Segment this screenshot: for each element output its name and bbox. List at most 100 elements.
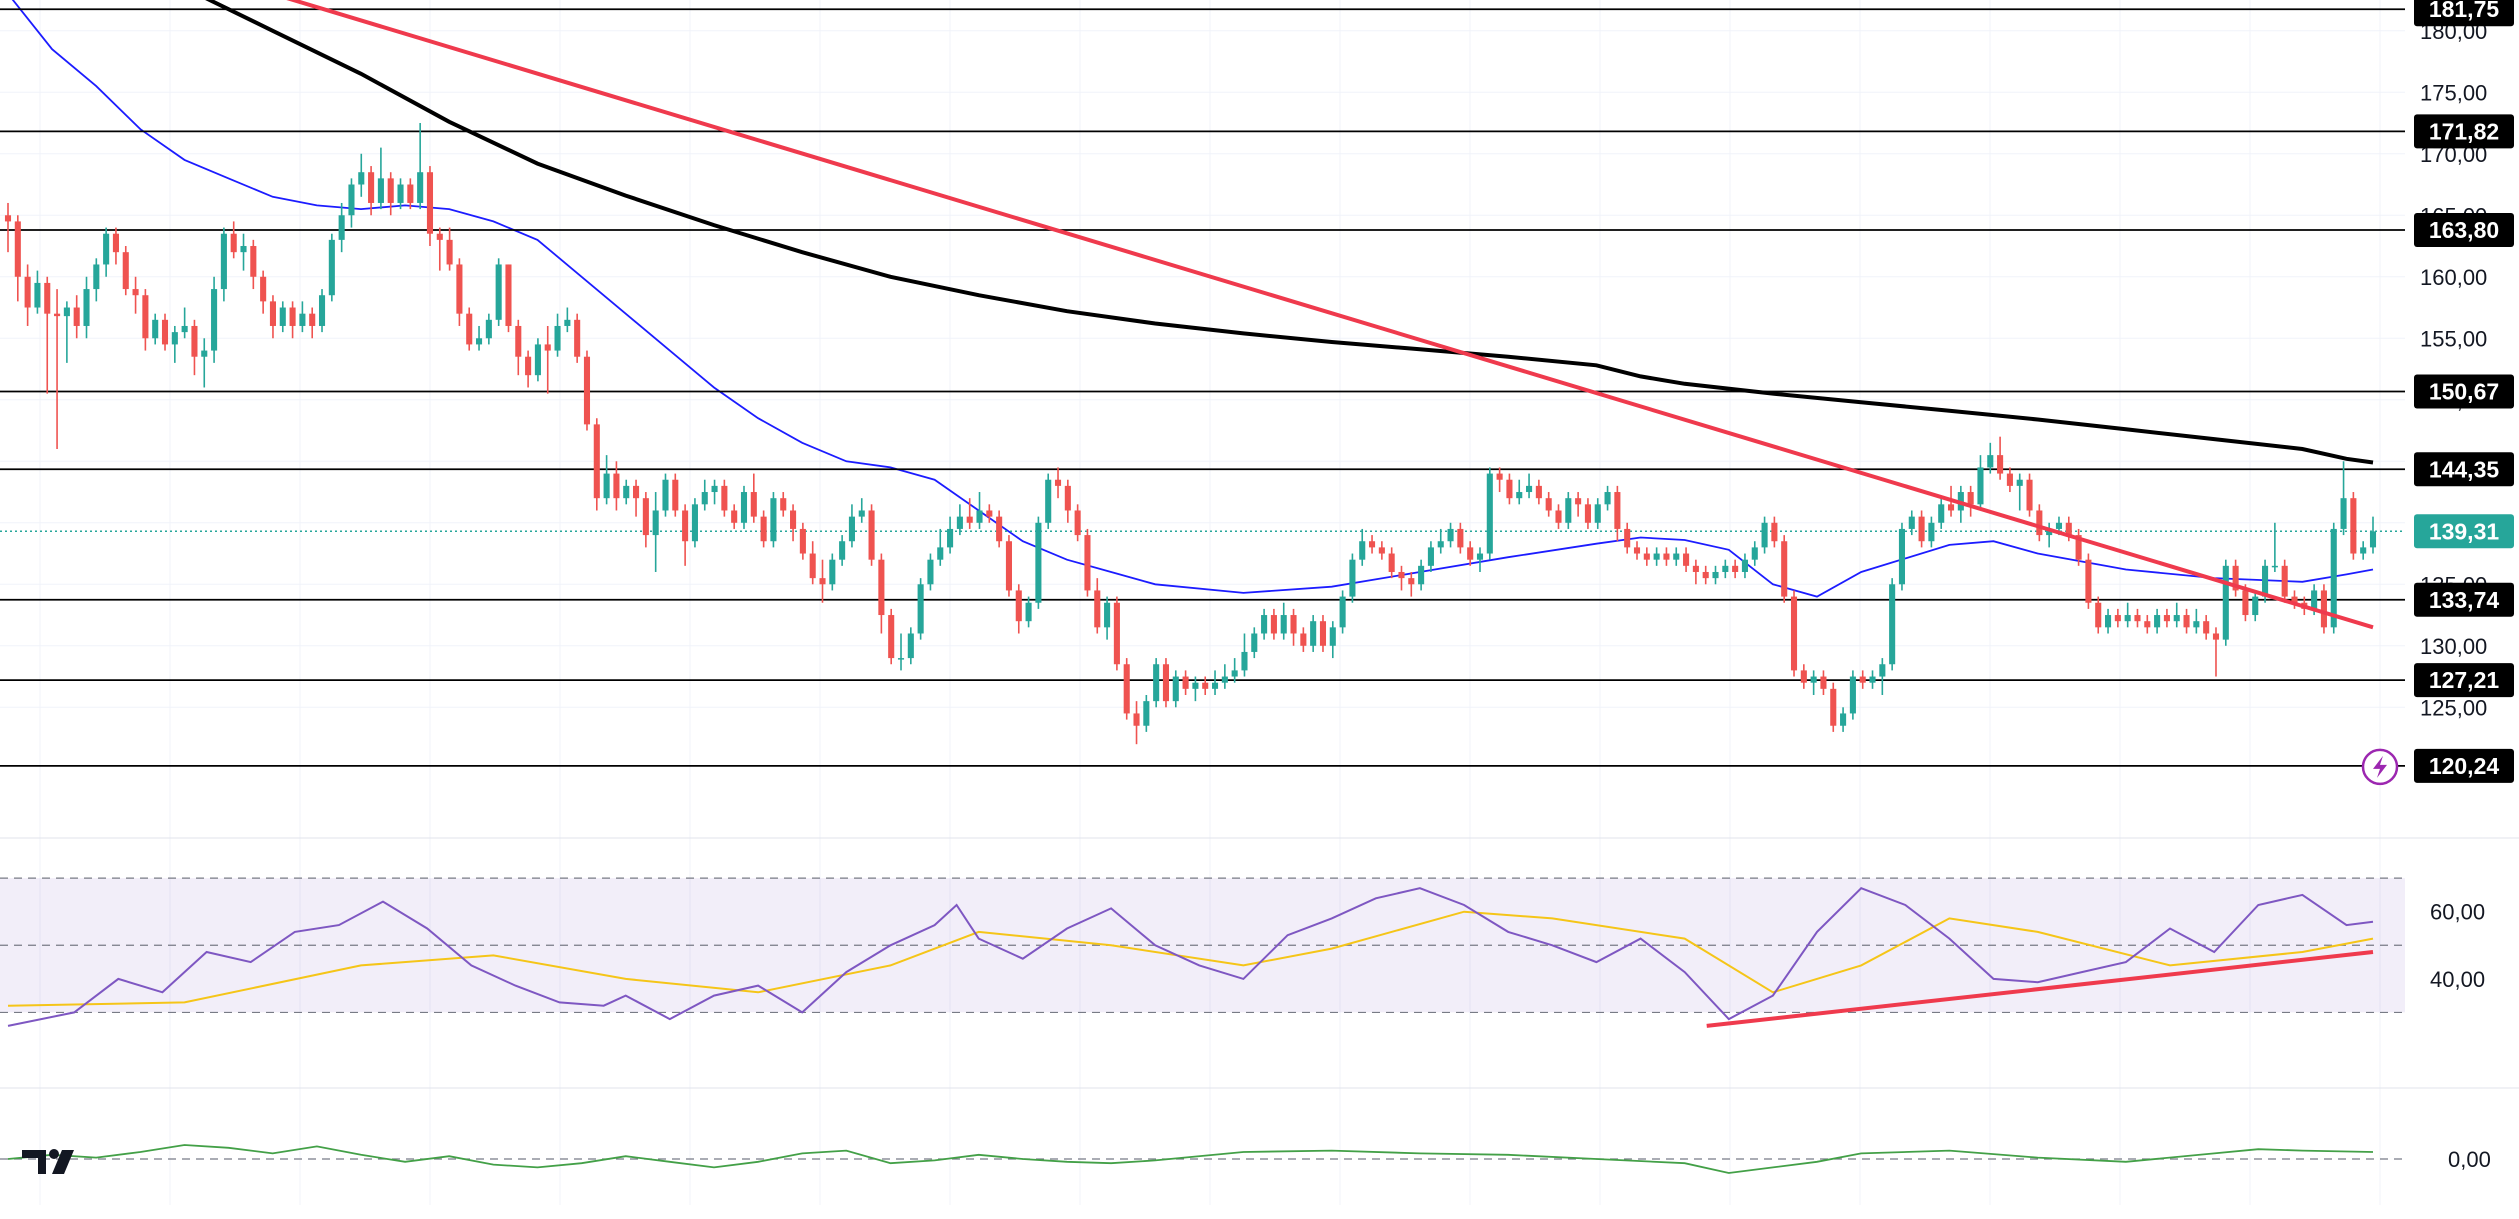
candle-body [1683,553,1690,566]
candle-body [1143,701,1150,726]
candle-body [799,528,806,554]
candle-body [1496,473,1503,480]
candle-body [1977,467,1984,505]
candle-body [1300,633,1307,646]
candle-body [1486,473,1493,554]
candle-body [760,516,767,542]
candle-body [309,313,316,326]
candle-body [1722,565,1729,572]
oscillator-line [7,1144,2374,1174]
candle-body [377,178,384,203]
candle-body [996,516,1003,542]
candle-body [1565,498,1572,523]
candle-body [672,479,679,511]
candle-body [1202,682,1209,689]
candle-body [888,615,895,659]
lightning-icon[interactable] [2361,748,2399,786]
candle-body [2104,615,2112,628]
candle-body [1506,479,1513,499]
candle-body [554,325,561,351]
candle-body [1653,553,1660,560]
candle-body [260,276,267,302]
candle-body [2124,615,2131,622]
candle-body [790,510,797,529]
candle-body [1290,615,1297,634]
candle-body [1261,615,1268,634]
candle-body [2252,596,2259,616]
rsi-line [7,887,2374,1027]
candle-body [966,516,973,523]
candle-body [112,233,119,253]
candle-body [1388,553,1395,572]
candle-body [1015,590,1022,622]
oscillator-tick-label: 0,00 [2448,1147,2491,1172]
candle-body [1732,565,1739,572]
candle-body [1447,528,1454,542]
candle-body [2369,531,2377,548]
tradingview-logo [22,1148,86,1176]
candle-body [839,541,846,560]
candle-body [613,473,620,499]
candle-body [2222,565,2229,640]
rsi-tick-label: 40,00 [2430,967,2485,992]
candle-body [1064,485,1071,511]
candle-body [652,510,659,536]
price-level-label: 150,67 [2429,379,2499,405]
candle-body [1035,522,1042,603]
candle-body [1418,565,1425,585]
candle-body [1211,682,1219,689]
candle-body [937,547,944,560]
candle-body [1526,485,1533,493]
candle-body [426,172,434,234]
candle-body [917,584,924,634]
candle-body [1359,541,1366,560]
price-tick-label: 155,00 [2420,326,2487,351]
candle-body [191,325,198,357]
candle-body [534,344,541,376]
candle-body [4,215,12,222]
candle-body [2075,535,2082,560]
candle-body [1427,547,1434,566]
candle-body [2212,633,2220,640]
candle-body [1310,621,1317,646]
candle-body [1712,571,1719,579]
rsi-moving-average [7,910,2374,1007]
candle-body [417,172,424,203]
candle-body [701,492,708,505]
candle-body [44,282,51,314]
price-tick-label: 160,00 [2420,265,2487,290]
moving-average-short [11,0,2374,598]
candle-body [1349,559,1356,597]
candle-body [829,559,836,585]
candle-body [1133,713,1140,726]
candle-body [1604,492,1611,505]
candle-body [1575,498,1582,505]
candle-body [1123,664,1130,714]
candle-body [1378,547,1385,554]
candle-body [1987,455,1994,468]
candle-body [1614,492,1621,529]
candle-body [1967,492,1974,505]
price-level-label: 181,75 [2429,0,2500,22]
candle-body [731,510,738,523]
price-tick-label: 175,00 [2420,80,2487,105]
candle-body [436,233,443,240]
candle-body [1555,510,1562,523]
candle-body [2360,547,2367,554]
candle-body [2095,602,2102,628]
current-price-label: 139,31 [2429,518,2500,544]
candle-body [515,325,522,357]
candle-body [1408,578,1415,585]
candle-body [1947,504,1955,511]
candle-body [976,510,983,523]
candle-body [1113,602,1120,665]
candle-body [1104,602,1111,628]
candle-body [1830,688,1837,726]
candle-body [1663,553,1670,560]
price-level-label: 171,82 [2429,118,2499,144]
candle-body [1153,664,1160,702]
rsi-tick-label: 60,00 [2430,900,2485,925]
candle-body [1643,553,1650,560]
candle-body [63,307,70,317]
